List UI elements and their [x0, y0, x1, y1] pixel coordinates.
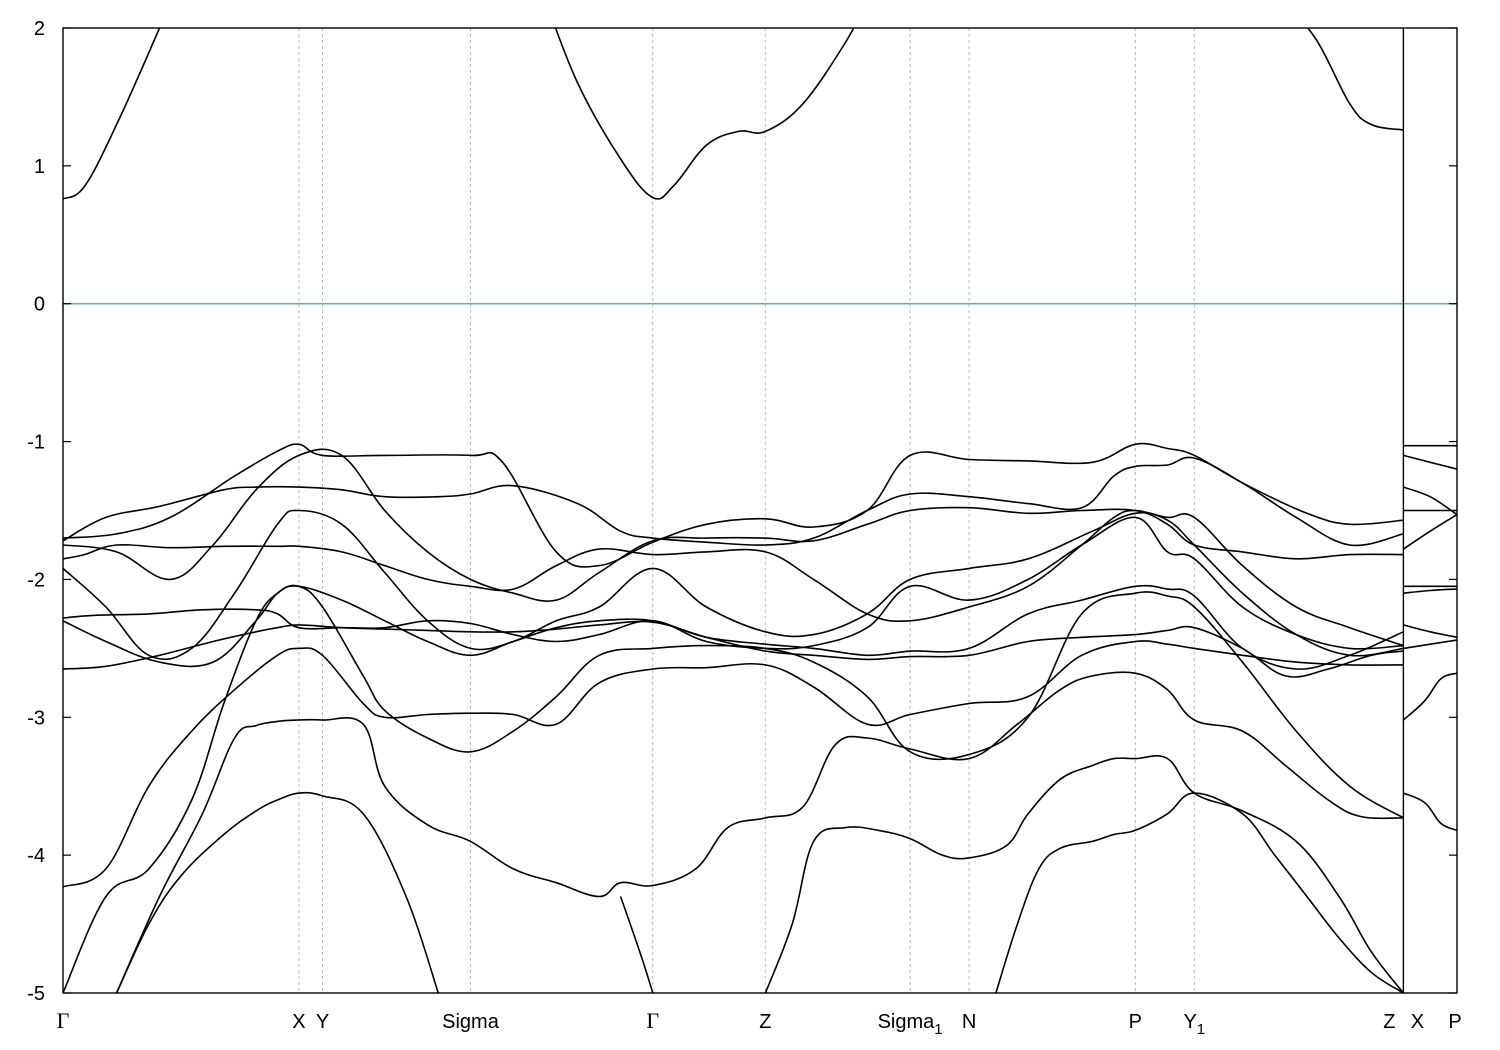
x-tick-label-3: Sigma	[442, 1011, 500, 1033]
grid-lines	[298, 28, 1195, 993]
x-tick-label-1: X	[292, 1011, 305, 1033]
band-28	[1403, 792, 1457, 832]
band-0	[63, 28, 161, 200]
y-axis-ticks: 2 1 0 -1 -2 -3 -4 -5	[27, 18, 1457, 1005]
band-3	[63, 442, 1404, 568]
y-tick-label: -2	[27, 569, 45, 591]
band-10	[63, 620, 1404, 678]
band-9	[63, 584, 1404, 670]
band-5	[63, 448, 1404, 602]
x-axis-ticks: Γ X Y Sigma Γ Z Sigma1 N P Y1 Z X P	[57, 1008, 1462, 1038]
x-tick-label-2: Y	[316, 1011, 329, 1033]
x-tick-label-5: Z	[759, 1011, 771, 1033]
band-27	[1402, 672, 1457, 721]
band-12	[63, 584, 1404, 993]
y-tick-label: 0	[34, 294, 45, 316]
x-tick-label-8: P	[1129, 1011, 1142, 1033]
band-13	[115, 671, 1404, 993]
band-17	[995, 792, 1404, 993]
band-24	[1403, 588, 1457, 594]
x-tick-label-6: Sigma1	[878, 1011, 943, 1038]
band-7	[63, 509, 1404, 661]
x-tick-label-4: Γ	[646, 1008, 659, 1033]
band-lines	[63, 28, 1457, 993]
band-22	[1402, 513, 1457, 550]
band-8	[63, 516, 1404, 650]
band-16	[764, 755, 1405, 993]
band-15	[619, 896, 654, 993]
band-6	[63, 509, 1404, 647]
band-19	[1403, 454, 1457, 470]
x-tick-label-9: Y1	[1183, 1011, 1205, 1038]
y-tick-label: -3	[27, 707, 45, 729]
y-tick-label: 1	[34, 156, 45, 178]
x-tick-label-11: X	[1411, 1011, 1424, 1033]
y-tick-label: -4	[27, 845, 45, 867]
band-1	[554, 28, 855, 200]
band-2	[1307, 28, 1404, 131]
y-tick-label: 2	[34, 18, 45, 40]
band-25	[1403, 624, 1457, 639]
x-tick-label-10: Z	[1383, 1011, 1395, 1033]
band-11	[63, 640, 1404, 888]
plot-border	[62, 27, 1458, 994]
y-tick-label: -5	[27, 983, 45, 1005]
x-tick-label-7: N	[962, 1011, 976, 1033]
x-tick-subscript: 1	[1197, 1021, 1205, 1038]
x-tick-subscript: 1	[934, 1021, 942, 1038]
x-tick-label-12: P	[1448, 1011, 1461, 1033]
band-26	[1403, 639, 1457, 650]
band-4	[63, 456, 1404, 547]
y-tick-label: -1	[27, 432, 45, 454]
x-tick-label-0: Γ	[57, 1008, 70, 1033]
band-14	[115, 791, 440, 993]
plot-frame	[62, 27, 1458, 994]
